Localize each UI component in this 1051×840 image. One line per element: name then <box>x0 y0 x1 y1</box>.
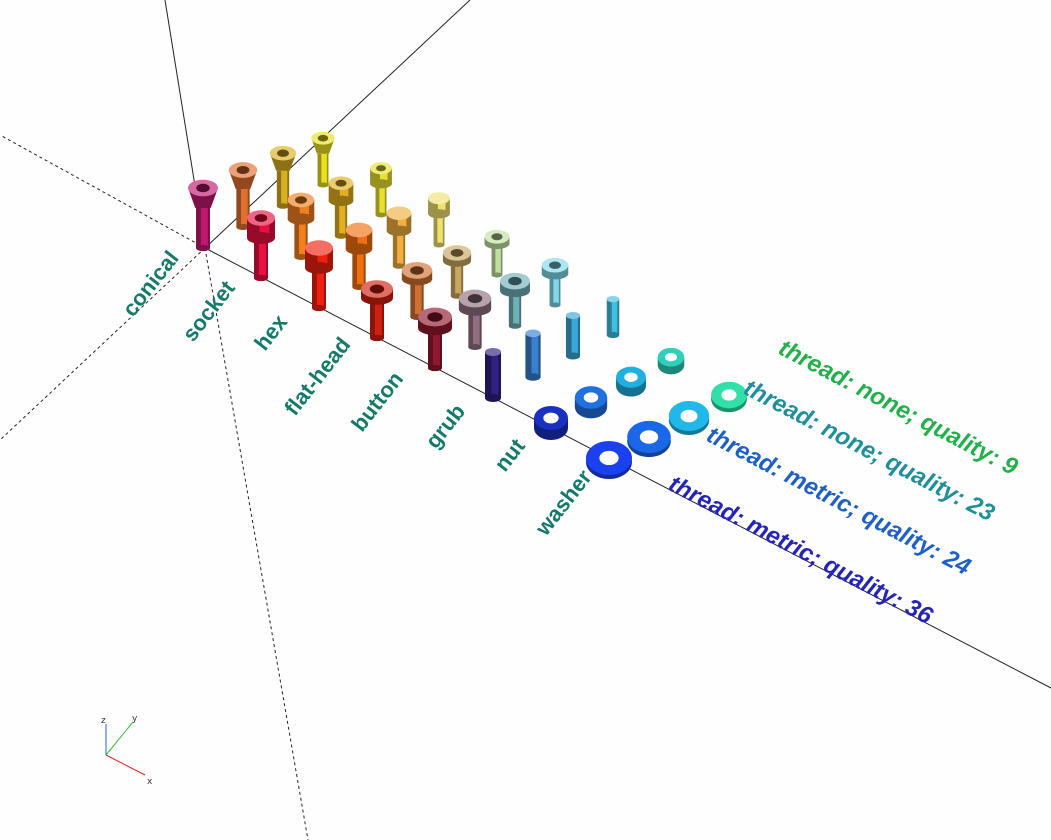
washer-part-3 <box>586 441 632 479</box>
hex-part-2 <box>345 222 373 290</box>
flat-head-part-1 <box>442 245 472 299</box>
column-label-7: washer <box>530 465 597 541</box>
column-label-4: button <box>346 367 408 436</box>
conical-part-1 <box>269 145 297 209</box>
hex-part-1 <box>386 206 412 269</box>
button-part-1 <box>500 272 530 329</box>
indicator-z-label: z <box>101 716 106 726</box>
axis-neg-y-line <box>0 247 206 441</box>
socket-part-1 <box>328 176 354 239</box>
hex-part-3 <box>305 240 333 312</box>
nut-part-1 <box>616 366 646 397</box>
column-label-2: hex <box>249 309 293 355</box>
conical-part-2 <box>228 162 258 230</box>
hex-part-0 <box>428 192 450 248</box>
conical-part-0 <box>311 131 335 188</box>
socket-part-0 <box>370 162 392 218</box>
column-label-6: nut <box>489 433 530 476</box>
button-part-0 <box>541 257 569 308</box>
flat-head-part-3 <box>361 280 393 342</box>
flat-head-part-0 <box>484 229 510 278</box>
button-part-2 <box>458 289 492 350</box>
axis-neg-z-line <box>204 247 309 840</box>
parts-grid <box>188 131 747 479</box>
axis-indicator: z y x <box>101 714 153 787</box>
grub-part-3 <box>485 348 501 402</box>
grub-part-0 <box>606 296 620 339</box>
column-label-3: flat-head <box>279 332 355 420</box>
axis-neg-x-line <box>0 134 206 249</box>
column-label-0: conical <box>117 246 183 321</box>
nut-part-2 <box>574 386 608 419</box>
socket-part-2 <box>287 192 315 260</box>
washer-part-1 <box>668 401 710 435</box>
grub-part-1 <box>565 312 581 360</box>
socket-part-3 <box>247 210 275 282</box>
nut-part-3 <box>534 406 568 440</box>
indicator-y-label: y <box>132 714 138 724</box>
column-label-5: grub <box>420 399 470 453</box>
washer-part-0 <box>711 381 747 413</box>
conical-part-3 <box>188 179 218 252</box>
grub-part-2 <box>525 329 541 381</box>
column-label-1: socket <box>177 275 240 346</box>
washer-part-2 <box>627 420 671 458</box>
nut-part-0 <box>657 347 685 375</box>
flat-head-part-2 <box>401 262 433 320</box>
indicator-x-label: x <box>147 777 153 787</box>
button-part-3 <box>418 307 452 372</box>
